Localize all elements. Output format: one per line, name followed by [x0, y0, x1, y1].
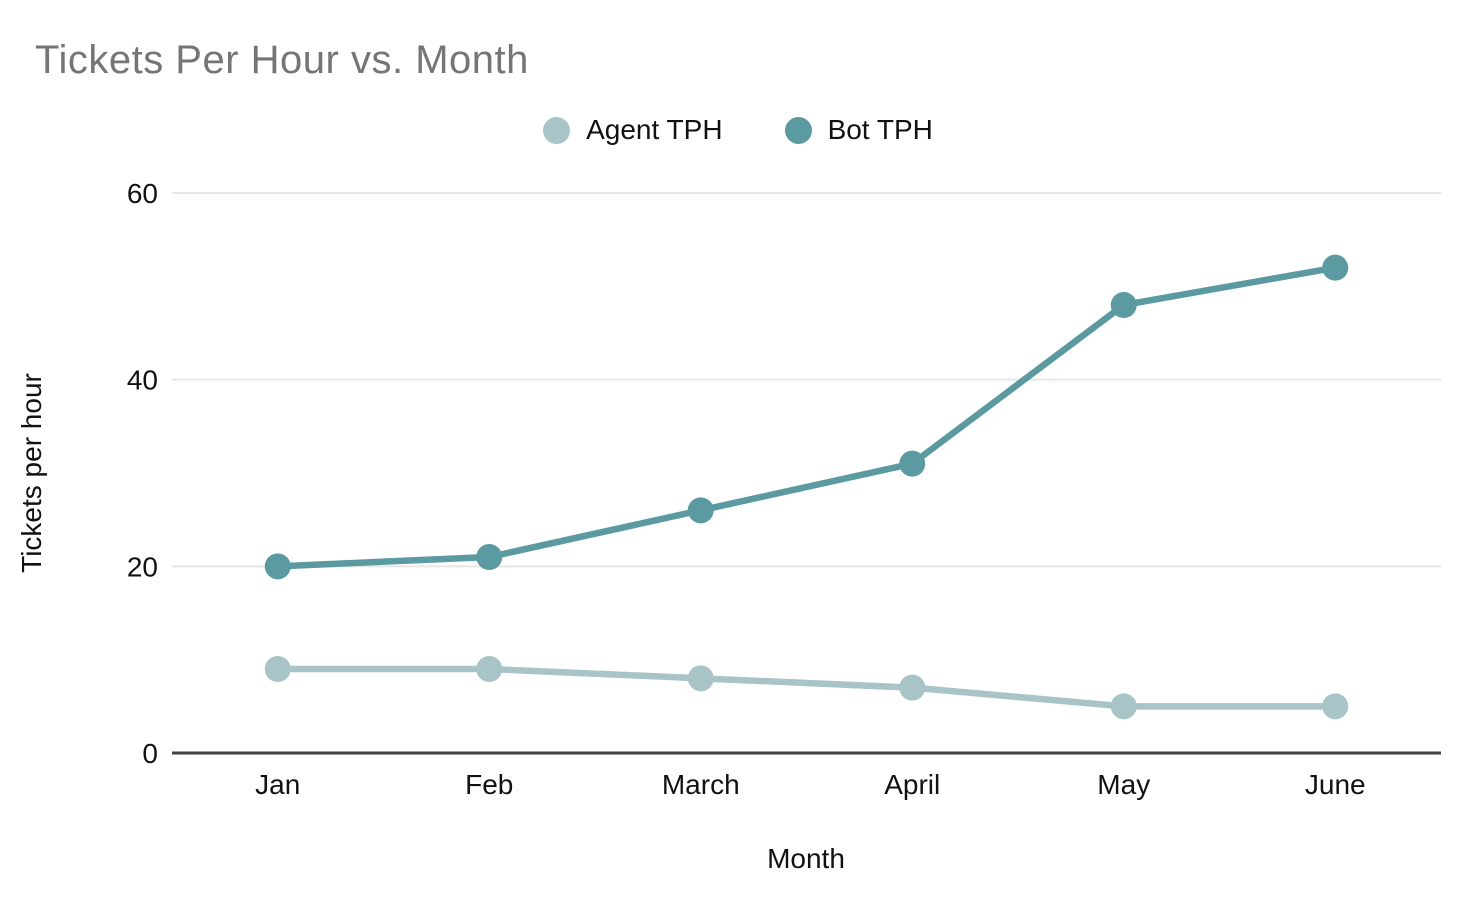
y-tick-label: 40	[127, 365, 158, 396]
agent-tph-point	[687, 665, 714, 692]
agent-tph-point	[264, 656, 291, 682]
bot-tph-point	[1110, 292, 1137, 318]
y-axis-title: Tickets per hour	[16, 373, 47, 573]
agent-tph-legend-dot-icon	[543, 116, 571, 144]
x-tick-label: June	[1305, 769, 1366, 800]
bot-tph-point	[899, 450, 926, 477]
agent-tph-legend-label: Agent TPH	[586, 114, 723, 145]
x-tick-label: April	[884, 769, 940, 800]
legend: Agent TPH Bot TPH	[0, 114, 1476, 146]
x-axis-title: Month	[767, 843, 845, 874]
agent-tph-point	[899, 674, 926, 701]
agent-tph-point	[476, 656, 503, 682]
y-tick-label: 60	[127, 178, 158, 209]
agent-tph-point	[1110, 693, 1137, 720]
y-tick-label: 0	[142, 738, 158, 769]
bot-tph-point	[1322, 254, 1349, 281]
legend-item-bot-tph: Bot TPH	[784, 114, 933, 146]
y-tick-label: 20	[127, 551, 158, 582]
legend-item-agent-tph: Agent TPH	[543, 114, 723, 146]
bot-tph-point	[476, 544, 503, 570]
x-tick-label: March	[662, 769, 740, 800]
bot-tph-point	[264, 553, 291, 580]
x-tick-label: Feb	[465, 769, 513, 800]
agent-tph-line	[274, 665, 1339, 710]
bot-tph-point	[687, 497, 714, 524]
x-tick-label: May	[1097, 769, 1150, 800]
bot-tph-line	[274, 264, 1339, 570]
agent-tph-point	[1322, 693, 1349, 720]
x-tick-label: Jan	[255, 769, 300, 800]
bot-tph-legend-label: Bot TPH	[827, 114, 933, 145]
bot-tph-legend-dot-icon	[784, 116, 812, 144]
chart-title: Tickets Per Hour vs. Month	[35, 38, 529, 82]
